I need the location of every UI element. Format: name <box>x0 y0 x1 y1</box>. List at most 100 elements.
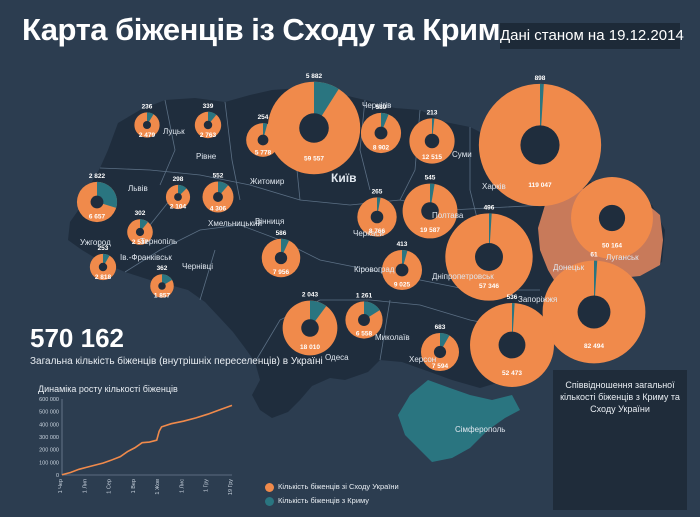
y-tick-label: 100 000 <box>39 460 59 466</box>
x-tick-label: 1 Чер <box>58 479 64 493</box>
y-tick-label: 200 000 <box>39 448 59 454</box>
bubble-center-dot <box>174 193 182 201</box>
crimea-value-label: 2 822 <box>89 173 106 180</box>
crimea-value-label: 213 <box>427 109 438 116</box>
city-label: Суми <box>452 150 472 159</box>
city-label: Херсон <box>409 355 436 364</box>
bubble-center-dot <box>142 120 152 130</box>
bubble-center-dot <box>274 251 288 265</box>
bubble-center-dot <box>358 314 370 326</box>
crimea-shape <box>398 380 520 462</box>
city-label: Вінниця <box>255 217 284 226</box>
crimea-value-label: 2 043 <box>302 292 319 299</box>
city-label: Житомир <box>250 177 285 186</box>
region-border-line <box>359 99 371 191</box>
east-value-label: 2 818 <box>95 274 112 281</box>
bubble-center-dot <box>135 227 145 237</box>
bubble-center-dot <box>299 113 329 143</box>
city-label: Кіровоград <box>354 265 395 274</box>
city-label: Луцьк <box>163 127 185 136</box>
region-bubble: 7 956 586 <box>261 230 301 278</box>
bubble-center-dot <box>203 120 213 130</box>
east-value-label: 8 766 <box>369 228 386 235</box>
crimea-refugees-wedge <box>162 274 173 286</box>
region-bubble: 2 537 302 <box>127 210 153 246</box>
city-label: Полтава <box>432 211 464 220</box>
city-label: Сімферополь <box>455 425 505 434</box>
city-label: Київ <box>331 171 356 185</box>
east-value-label: 2 537 <box>132 239 149 246</box>
bubble-center-dot <box>301 319 319 337</box>
crimea-value-label: 298 <box>173 176 184 183</box>
city-label: Чернігів <box>362 101 391 110</box>
date-label: Дані станом на 19.12.2014 <box>500 23 684 49</box>
region-bubble: 1 857 362 <box>150 265 174 299</box>
refugee-growth-chart: 0 100 000 200 000 300 000 400 000 500 000 600 … <box>39 397 234 495</box>
x-tick-label: 19 Гру <box>228 479 234 495</box>
y-tick-label: 400 000 <box>39 422 59 428</box>
region-bubble: 8 902 589 <box>360 104 402 154</box>
region-bubble: 19 587 545 <box>402 175 458 239</box>
region-bubble: 2 479 236 <box>134 103 160 139</box>
crimea-value-label: 302 <box>135 210 146 217</box>
bubble-center-dot <box>433 345 447 359</box>
refugee-bubbles: 2 479 236 2 763 339 5 778 254 59 557 5 882 8 902… <box>76 73 653 387</box>
region-bubble: 119 047 898 <box>478 75 602 207</box>
crimea-value-label: 236 <box>142 103 153 110</box>
crimea-refugees-wedge <box>364 301 380 320</box>
x-tick-label: 1 Лис <box>179 479 185 493</box>
crimea-value-label: 254 <box>258 114 269 121</box>
east-value-label: 52 473 <box>502 370 522 377</box>
page-title: Карта біженців із Сходу та Криму <box>22 12 517 47</box>
region-bubble: 2 818 253 <box>89 245 117 281</box>
bubble-center-dot <box>424 133 440 149</box>
bubble-center-dot <box>475 243 503 271</box>
bubble-center-dot <box>598 204 626 232</box>
bubble-center-dot <box>520 125 560 165</box>
ratio-panel <box>553 370 687 510</box>
east-value-label: 2 763 <box>200 132 217 139</box>
city-label: Хмельницький <box>208 219 262 228</box>
east-value-label: 18 010 <box>300 344 320 351</box>
crimea-value-label: 362 <box>157 265 168 272</box>
total-refugees-caption: Загальна кількість біженців (внутрішніх … <box>30 356 323 367</box>
city-label: Черкаси <box>353 229 384 238</box>
city-label: Миколаїв <box>375 333 410 342</box>
region-border-line <box>149 199 171 226</box>
city-label: Ів.-Франківськ <box>120 253 172 262</box>
crimea-value-label: 552 <box>213 172 224 179</box>
east-value-label: 9 025 <box>394 281 411 288</box>
crimea-value-label: 1 261 <box>356 292 373 299</box>
crimea-value-label: 265 <box>372 188 383 195</box>
crimea-value-label: 496 <box>484 204 495 211</box>
crimea-value-label: 589 <box>376 104 387 111</box>
x-tick-label: 1 Гру <box>204 479 210 492</box>
crimea-value-label: 536 <box>507 294 518 301</box>
legend-east-label: Кількість біженців зі Сходу України <box>278 482 399 491</box>
east-value-label: 119 047 <box>528 182 552 189</box>
bubble-center-dot <box>395 263 409 277</box>
east-value-label: 7 594 <box>432 363 449 370</box>
region-border-line <box>199 249 216 301</box>
east-value-label: 82 494 <box>584 343 604 350</box>
region-bubble: 82 494 61 <box>542 252 646 364</box>
east-value-label: 1 857 <box>154 292 171 299</box>
crimea-value-label: 5 882 <box>306 73 323 80</box>
east-value-label: 6 558 <box>356 331 373 338</box>
city-label: Дніпропетровськ <box>432 272 494 281</box>
crimea-value-label: 586 <box>276 230 287 237</box>
crimea-value-label: 61 <box>590 252 598 259</box>
city-label: Луганськ <box>606 253 639 262</box>
city-label: Рівне <box>196 152 217 161</box>
line-chart-title: Динаміка росту кількості біженців <box>38 384 178 394</box>
bubble-center-dot <box>498 331 526 359</box>
region-border-line <box>379 299 391 361</box>
region-bubble: 6 558 1 261 <box>345 292 383 339</box>
east-value-label: 4 306 <box>210 206 227 213</box>
region-bubble: 9 025 413 <box>381 241 423 291</box>
east-value-label: 2 104 <box>170 203 187 210</box>
city-label: Запоріжжя <box>518 295 557 304</box>
east-value-label: 8 902 <box>373 144 390 151</box>
legend-crimea: Кількість біженців з Криму <box>265 496 369 506</box>
orange-dot-icon <box>265 482 274 492</box>
